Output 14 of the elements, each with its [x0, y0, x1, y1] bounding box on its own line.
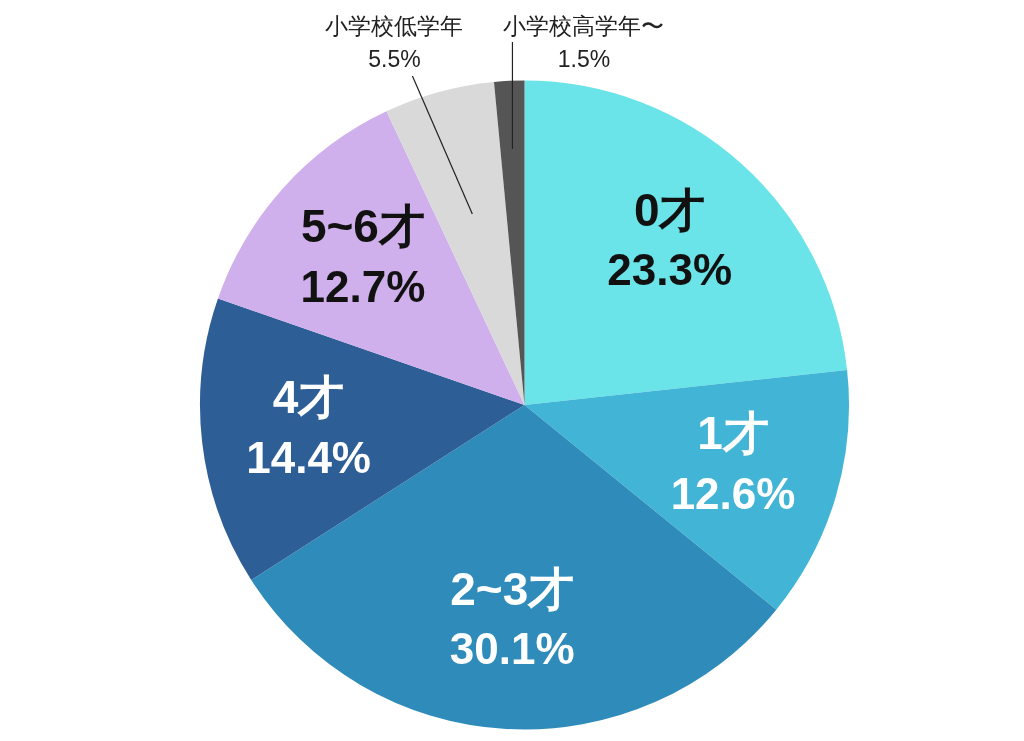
- slice-label: 小学校高学年〜: [503, 13, 665, 40]
- data-label: 12.7%: [300, 261, 426, 311]
- data-label: 1.5%: [557, 46, 611, 73]
- data-label: 30.1%: [449, 624, 575, 674]
- slice-label: 5~6才: [300, 200, 425, 253]
- slice-label: 0才: [633, 183, 706, 236]
- data-label: 14.4%: [246, 432, 371, 482]
- slice-label: 1才: [697, 407, 769, 460]
- slice-label: 4才: [272, 371, 345, 424]
- data-label: 23.3%: [607, 245, 733, 295]
- slice-label: 2~3才: [450, 562, 575, 615]
- data-label: 12.6%: [670, 468, 796, 518]
- data-label: 5.5%: [368, 46, 421, 73]
- slice-label: 小学校低学年: [325, 13, 464, 40]
